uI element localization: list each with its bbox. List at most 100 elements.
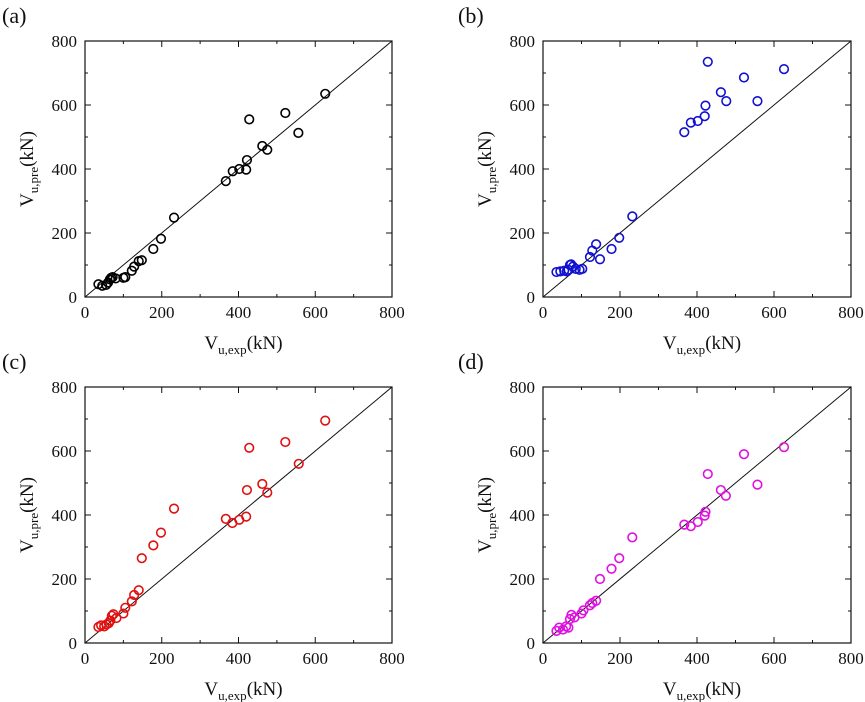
y-tick-label: 800 <box>52 378 78 397</box>
data-point <box>136 255 147 266</box>
panel-label: (c) <box>2 349 26 374</box>
data-point <box>614 232 625 243</box>
reference-line <box>543 41 851 297</box>
y-axis-title-sub: u,pre <box>26 513 41 540</box>
data-point <box>280 107 291 119</box>
data-point <box>699 510 710 521</box>
x-tick-label: 600 <box>761 303 787 322</box>
data-point <box>627 211 638 222</box>
x-axis-title-sub: u,exp <box>677 688 706 702</box>
y-tick-label: 600 <box>510 442 536 461</box>
y-axis-title: Vu,pre(kN) <box>17 477 41 553</box>
data-point <box>594 573 606 585</box>
data-point <box>584 251 596 263</box>
x-axis-title: Vu,exp(kN) <box>204 333 282 357</box>
x-tick-label: 800 <box>379 649 405 668</box>
y-tick-label: 800 <box>510 32 536 51</box>
panel-label: (d) <box>458 349 484 374</box>
data-point <box>320 415 331 426</box>
y-tick-label: 400 <box>52 506 78 525</box>
panel-label: (a) <box>2 3 26 28</box>
data-point <box>606 243 617 255</box>
x-tick-label: 600 <box>761 649 787 668</box>
data-point <box>578 605 589 616</box>
x-tick-label: 200 <box>149 649 175 668</box>
data-point <box>262 487 273 498</box>
x-tick-label: 800 <box>838 303 864 322</box>
data-point <box>257 478 268 490</box>
data-point <box>679 127 690 138</box>
x-tick-label: 0 <box>539 303 548 322</box>
data-point <box>136 553 147 564</box>
data-point <box>699 111 710 122</box>
chart-panel-4: (d)0 200 400 600 8000200400600800Vu,exp(kN)V… <box>458 349 864 702</box>
y-axis-title-unit: (kN) <box>17 131 38 167</box>
data-point <box>702 468 713 480</box>
x-axis-title-sub: u,exp <box>218 688 247 702</box>
panel-label: (b) <box>458 3 484 28</box>
data-point <box>627 532 638 543</box>
y-axis-title-main: V <box>17 539 38 553</box>
data-point <box>584 600 596 611</box>
x-tick-label: 0 <box>539 649 548 668</box>
y-tick-label: 800 <box>510 378 536 397</box>
reference-line <box>85 41 392 297</box>
y-tick-label: 200 <box>510 570 536 589</box>
data-point <box>241 511 252 522</box>
x-tick-label: 400 <box>226 303 252 322</box>
data-point <box>692 115 703 127</box>
data-point <box>118 608 129 619</box>
data-point <box>293 458 304 469</box>
data-point <box>244 442 255 453</box>
data-point <box>738 449 750 460</box>
data-point <box>234 163 245 175</box>
data-point <box>721 96 732 107</box>
data-point <box>614 553 625 564</box>
y-tick-label: 200 <box>52 224 78 243</box>
x-tick-label: 200 <box>149 303 175 322</box>
x-axis-title: Vu,exp(kN) <box>663 333 741 357</box>
y-tick-label: 0 <box>527 288 536 307</box>
x-tick-label: 800 <box>379 303 405 322</box>
reference-line <box>543 387 851 643</box>
chart-panel-1: (a)0 200 400 600 8000200400600800Vu,exp(kN)V… <box>2 3 405 357</box>
data-point <box>241 154 253 166</box>
data-point <box>241 484 253 496</box>
x-tick-label: 600 <box>303 649 329 668</box>
data-point <box>738 72 750 83</box>
x-axis-title-unit: (kN) <box>247 333 283 354</box>
data-point <box>155 527 167 538</box>
x-axis-title: Vu,exp(kN) <box>204 679 282 702</box>
x-axis-title-main: V <box>204 679 218 700</box>
data-point <box>280 436 291 448</box>
chart-panel-2: (b)0 200 400 600 8000200400600800Vu,exp(kN)V… <box>458 3 864 357</box>
y-tick-label: 400 <box>52 160 78 179</box>
y-axis-title-unit: (kN) <box>475 477 496 513</box>
x-axis-title-unit: (kN) <box>705 679 741 700</box>
data-point <box>126 596 137 607</box>
x-tick-label: 400 <box>226 649 252 668</box>
data-point <box>752 479 763 490</box>
y-axis-title: Vu,pre(kN) <box>17 131 41 207</box>
x-tick-label: 400 <box>684 649 710 668</box>
x-tick-label: 800 <box>838 649 864 668</box>
data-point <box>591 595 602 606</box>
x-axis-title-sub: u,exp <box>218 342 247 357</box>
y-axis-title-main: V <box>17 193 38 207</box>
data-point <box>679 519 690 530</box>
y-axis-title: Vu,pre(kN) <box>475 477 499 553</box>
data-point <box>120 272 131 283</box>
data-point <box>606 563 617 574</box>
y-axis-title-main: V <box>475 193 496 207</box>
x-tick-label: 400 <box>684 303 710 322</box>
data-point <box>148 243 159 255</box>
y-tick-label: 600 <box>510 96 536 115</box>
y-axis-title-sub: u,pre <box>484 167 499 194</box>
data-point <box>111 612 122 624</box>
y-axis-title-sub: u,pre <box>26 167 41 194</box>
y-tick-label: 0 <box>69 634 78 653</box>
data-point <box>685 117 696 128</box>
data-point <box>557 624 569 635</box>
data-point <box>168 212 180 223</box>
y-tick-label: 200 <box>510 224 536 243</box>
